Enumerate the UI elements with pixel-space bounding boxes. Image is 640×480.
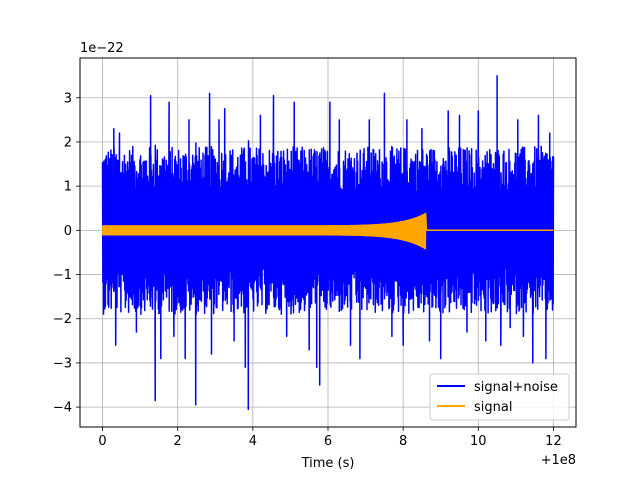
x-offset-label: +1e8 <box>541 453 576 468</box>
y-tick-label: −2 <box>53 312 72 327</box>
y-tick-label: 3 <box>64 91 72 106</box>
series-signal-noise <box>101 74 555 411</box>
y-tick-label: −4 <box>53 401 72 416</box>
series-signal <box>101 212 554 250</box>
x-tick-label: 10 <box>470 434 487 449</box>
series-layer <box>101 74 555 411</box>
x-tick-label: 2 <box>174 434 182 449</box>
x-tick-label: 4 <box>249 434 257 449</box>
y-tick-label: −1 <box>53 268 72 283</box>
y-tick-label: 2 <box>64 135 72 150</box>
x-tick-label: 8 <box>399 434 407 449</box>
legend: signal+noise signal <box>429 373 570 421</box>
y-tick-label: −3 <box>53 356 72 371</box>
x-tick-label: 12 <box>545 434 562 449</box>
legend-label-signal: signal <box>474 400 512 415</box>
x-axis-label: Time (s) <box>301 456 355 471</box>
x-tick-label: 6 <box>324 434 332 449</box>
y-tick-label: 0 <box>64 224 72 239</box>
legend-label-signal-noise: signal+noise <box>474 380 558 395</box>
y-tick-label: 1 <box>64 180 72 195</box>
x-tick-label: 0 <box>98 434 106 449</box>
y-scale-label: 1e−22 <box>80 41 124 56</box>
